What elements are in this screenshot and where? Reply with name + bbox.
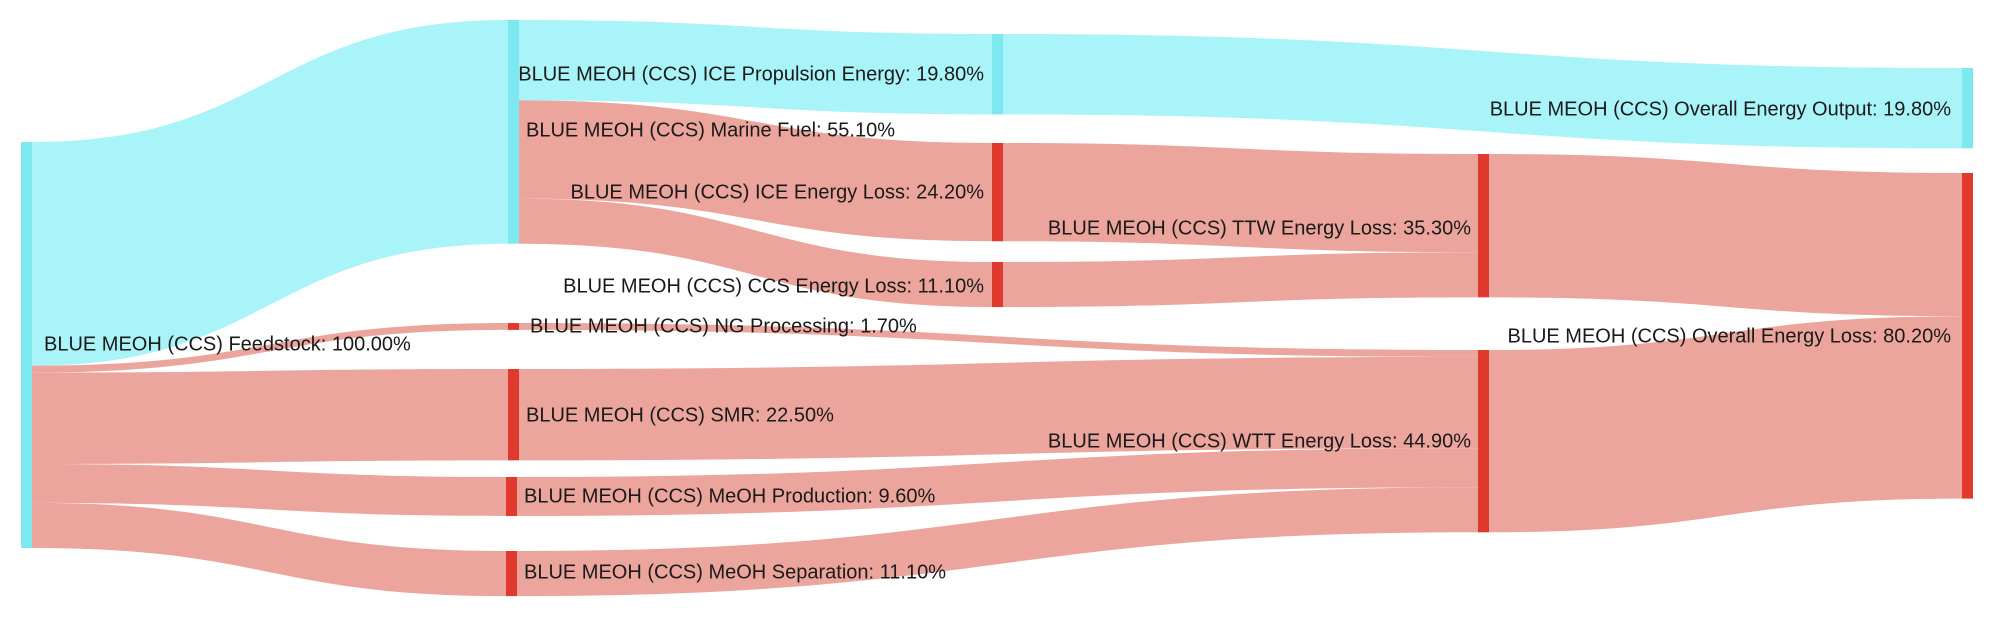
node-ttw_loss (1478, 154, 1489, 298)
node-meoh_production (506, 477, 517, 516)
node-label-ice_loss: BLUE MEOH (CCS) ICE Energy Loss: 24.20% (571, 181, 985, 203)
link-feedstock-to-marine_fuel (32, 20, 508, 366)
node-feedstock (21, 142, 32, 548)
link-feedstock-to-ng_processing (32, 323, 508, 373)
node-smr (508, 369, 519, 461)
node-overall_loss (1962, 173, 1973, 499)
sankey-links (32, 20, 1962, 597)
link-ccs_loss-to-ttw_loss (1003, 252, 1478, 308)
node-label-smr: BLUE MEOH (CCS) SMR: 22.50% (526, 404, 834, 426)
link-marine_fuel-to-ice_loss (519, 100, 992, 242)
sankey-nodes (21, 20, 1973, 597)
link-feedstock-to-smr (32, 369, 508, 464)
link-marine_fuel-to-ice_propulsion (519, 20, 992, 115)
node-label-wtt_loss: BLUE MEOH (CCS) WTT Energy Loss: 44.90% (1048, 430, 1471, 452)
node-ccs_loss (992, 262, 1003, 308)
link-meoh_production-to-wtt_loss (517, 448, 1478, 516)
node-label-meoh_separation: BLUE MEOH (CCS) MeOH Separation: 11.10% (524, 561, 946, 583)
link-wtt_loss-to-overall_loss (1489, 316, 1962, 533)
node-ice_propulsion (992, 34, 1003, 115)
link-feedstock-to-meoh_separation (32, 502, 506, 597)
sankey-labels: BLUE MEOH (CCS) Feedstock: 100.00% BLUE M… (44, 63, 1951, 583)
link-ttw_loss-to-overall_loss (1489, 154, 1962, 317)
node-label-feedstock: BLUE MEOH (CCS) Feedstock: 100.00% (44, 333, 411, 355)
node-label-meoh_production: BLUE MEOH (CCS) MeOH Production: 9.60% (524, 485, 935, 507)
node-label-overall_loss: BLUE MEOH (CCS) Overall Energy Loss: 80.… (1508, 325, 1952, 347)
link-smr-to-wtt_loss (519, 356, 1478, 461)
node-wtt_loss (1478, 350, 1489, 533)
link-meoh_separation-to-wtt_loss (517, 487, 1478, 597)
node-ice_loss (992, 143, 1003, 242)
node-overall_output (1962, 68, 1973, 149)
node-label-ng_processing: BLUE MEOH (CCS) NG Processing: 1.70% (530, 315, 917, 337)
link-ice_loss-to-ttw_loss (1003, 143, 1478, 253)
link-ice_propulsion-to-overall_output (1003, 34, 1962, 149)
node-ng_processing (508, 323, 519, 330)
link-ng_processing-to-wtt_loss (519, 323, 1478, 357)
node-label-overall_output: BLUE MEOH (CCS) Overall Energy Output: 1… (1490, 98, 1951, 120)
link-feedstock-to-meoh_production (32, 463, 506, 516)
node-label-ice_propulsion: BLUE MEOH (CCS) ICE Propulsion Energy: 1… (518, 63, 984, 85)
node-label-ccs_loss: BLUE MEOH (CCS) CCS Energy Loss: 11.10% (563, 275, 984, 297)
node-label-ttw_loss: BLUE MEOH (CCS) TTW Energy Loss: 35.30% (1048, 217, 1471, 239)
node-label-marine_fuel: BLUE MEOH (CCS) Marine Fuel: 55.10% (526, 119, 895, 141)
node-marine_fuel (508, 20, 519, 244)
link-marine_fuel-to-ccs_loss (519, 198, 992, 308)
node-meoh_separation (506, 551, 517, 597)
